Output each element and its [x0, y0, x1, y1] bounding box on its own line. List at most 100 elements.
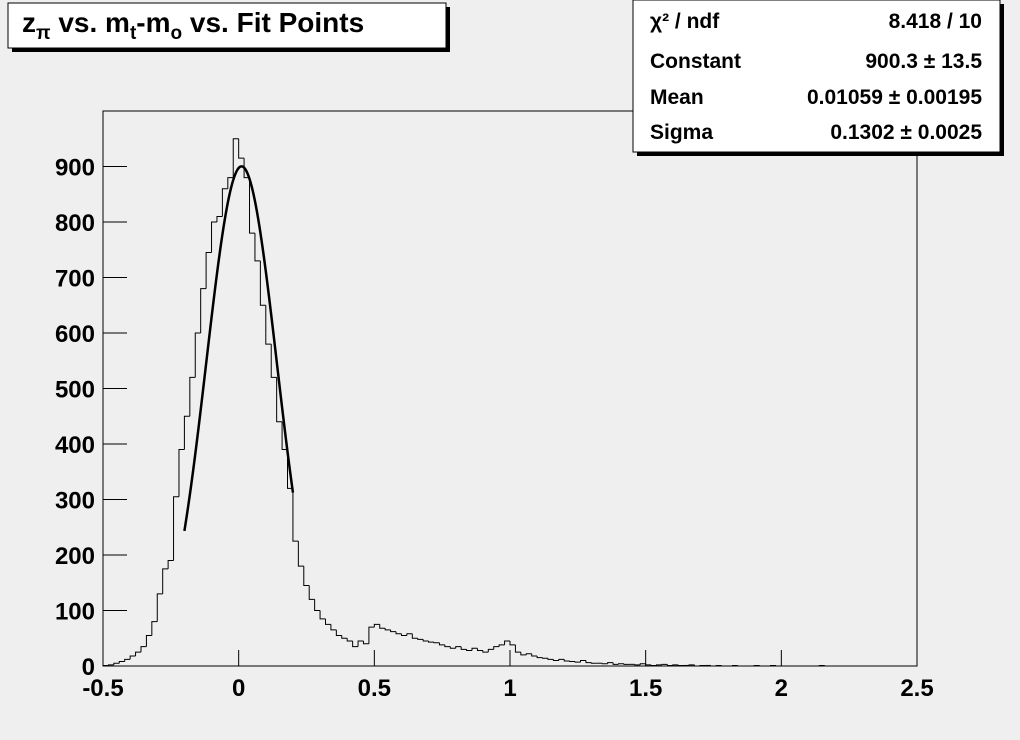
- histogram-bin: [558, 658, 565, 661]
- histogram-bin: [352, 641, 359, 648]
- histogram-bin: [379, 624, 386, 629]
- fit-curve: [183, 165, 295, 532]
- histogram-bin: [715, 664, 722, 666]
- histogram-bin: [536, 656, 543, 659]
- histogram-bin: [466, 649, 473, 651]
- histogram-bin: [688, 664, 695, 666]
- histogram-bin: [520, 652, 527, 656]
- histogram-bin: [162, 568, 169, 594]
- histogram-bin: [509, 641, 516, 646]
- stat-value: 0.01059 ± 0.00195: [807, 86, 982, 109]
- histogram-bin: [618, 663, 624, 665]
- histogram-bin: [607, 662, 614, 664]
- histogram-bin: [102, 664, 109, 666]
- stat-value: 0.1302 ± 0.0025: [830, 121, 982, 144]
- histogram-bin: [107, 664, 114, 666]
- histogram-bin: [254, 233, 261, 262]
- histogram-bin: [200, 288, 207, 333]
- histogram-bin: [433, 642, 440, 644]
- histogram-bin: [612, 662, 619, 665]
- histogram-bin: [129, 655, 136, 660]
- histogram-bin: [411, 633, 418, 639]
- histogram-bin: [292, 488, 299, 542]
- histogram-bin: [243, 158, 250, 179]
- histogram-bin: [525, 653, 532, 655]
- histogram-bin: [330, 624, 337, 631]
- histogram-bin: [227, 177, 234, 189]
- histogram-bin: [444, 644, 451, 648]
- histogram-bin: [232, 138, 239, 178]
- plot: -0.5 0 0.5 1 1.5 2 2.5010020030040050060070080…: [55, 138, 934, 702]
- histogram-bin: [699, 664, 706, 666]
- histogram-bin: [281, 421, 288, 451]
- histogram-bin: [498, 644, 505, 647]
- histogram-bin: [368, 626, 375, 644]
- x-tick-label: 1.5: [629, 675, 662, 702]
- histogram-bin: [357, 640, 364, 647]
- histogram-bin: [438, 642, 445, 646]
- histogram-bin: [167, 560, 174, 569]
- histogram-bin: [737, 665, 744, 667]
- histogram-bin: [476, 648, 483, 651]
- histogram-bin: [422, 639, 429, 642]
- histogram-bin: [270, 344, 277, 378]
- histogram-bin: [395, 631, 402, 635]
- histogram-bin: [721, 665, 728, 667]
- histogram-bin: [493, 646, 500, 650]
- histogram-bin: [238, 138, 245, 159]
- histogram-bin: [504, 640, 510, 645]
- histogram-bin: [265, 305, 272, 345]
- y-tick-label: 900: [55, 155, 95, 182]
- histogram-bin: [672, 664, 679, 666]
- histogram-bin: [341, 635, 348, 639]
- histogram-bin: [769, 664, 776, 666]
- y-tick-label: 300: [55, 488, 95, 515]
- histogram-bin: [547, 658, 554, 660]
- histogram-bin: [449, 646, 456, 649]
- histogram-bin: [650, 664, 657, 666]
- histogram-bin: [324, 618, 331, 625]
- histogram-bin: [487, 648, 494, 653]
- histogram-bin: [400, 633, 407, 636]
- histogram-bin: [753, 664, 760, 666]
- histogram-bin: [314, 599, 321, 611]
- histogram-bin: [205, 252, 212, 289]
- histogram-bin: [775, 665, 782, 667]
- histogram-bin: [308, 585, 315, 600]
- histogram-bin: [574, 661, 581, 663]
- histogram-bin: [390, 629, 397, 633]
- histogram-bin: [276, 377, 283, 423]
- histogram-bin: [661, 663, 668, 665]
- histogram-bin: [694, 664, 700, 667]
- histogram-bin: [552, 659, 559, 661]
- histogram-bin: [710, 665, 717, 667]
- histogram-bin: [639, 663, 646, 665]
- histogram-bin: [563, 659, 570, 662]
- histogram-bin: [417, 638, 424, 640]
- histogram-bin: [194, 332, 201, 378]
- histogram-bin: [645, 663, 652, 666]
- histogram-bin: [656, 664, 662, 666]
- histogram-bin: [514, 644, 521, 653]
- histogram-bin: [666, 664, 673, 666]
- y-tick-label: 0: [82, 654, 95, 681]
- histogram-bin: [297, 541, 304, 567]
- histogram-bin: [145, 634, 152, 647]
- y-tick-label: 200: [55, 543, 95, 570]
- histogram-bin: [460, 646, 467, 650]
- x-tick-label: 2: [775, 675, 788, 702]
- y-tick-label: 100: [55, 599, 95, 626]
- histogram-bin: [601, 663, 608, 665]
- histogram-bin: [346, 638, 353, 642]
- histogram-bin: [677, 664, 684, 666]
- y-tick-label: 600: [55, 321, 95, 348]
- histogram-bin: [731, 664, 738, 666]
- x-tick-label: -0.5: [82, 675, 123, 702]
- histogram-bin: [542, 657, 548, 659]
- histogram-bin: [531, 653, 538, 657]
- stat-label: Sigma: [650, 121, 713, 144]
- histogram-bin: [585, 660, 592, 664]
- histogram-bin: [455, 646, 462, 649]
- histogram-bin: [623, 663, 630, 665]
- histogram-bin: [482, 650, 489, 653]
